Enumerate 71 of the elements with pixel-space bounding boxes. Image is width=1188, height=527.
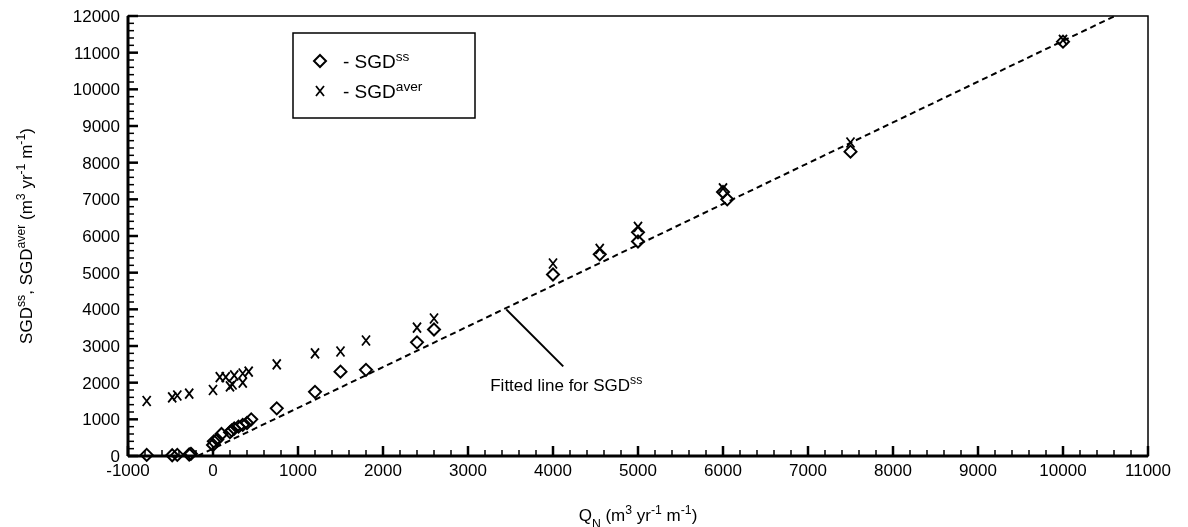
point [170, 447, 185, 462]
x-tick-label: 0 [208, 461, 218, 480]
y-tick-label: 11000 [73, 43, 120, 63]
point [429, 312, 439, 325]
point [208, 384, 218, 396]
y-tick-label: 10000 [72, 80, 120, 100]
point [335, 345, 346, 358]
point [845, 136, 856, 149]
annotation: Fitted line for SGD$^{ss}$ [490, 373, 643, 396]
point [716, 185, 730, 199]
point [310, 347, 320, 360]
point [167, 391, 178, 404]
x-tick-label: 10000 [1039, 461, 1087, 480]
point [718, 182, 728, 195]
point [592, 247, 607, 262]
point [843, 144, 858, 159]
x-tick-label: 1000 [279, 461, 317, 480]
legend-label: - SGD$^{aver}$ [343, 78, 423, 102]
point [244, 412, 259, 427]
point [206, 434, 221, 449]
point [165, 448, 180, 463]
x-tick-label: 2000 [364, 461, 402, 480]
x-tick-label: 5000 [619, 461, 657, 480]
point [240, 416, 254, 430]
y-tick-label: 2000 [82, 373, 120, 393]
x-tick-label: 7000 [789, 461, 827, 480]
x-tick-label: 6000 [704, 461, 742, 480]
point [214, 427, 229, 441]
point [720, 192, 735, 207]
point [184, 387, 195, 400]
point [308, 384, 322, 399]
point [235, 417, 250, 432]
point [361, 334, 371, 347]
x-tick-label: 8000 [874, 461, 912, 480]
point [210, 432, 225, 447]
point [359, 362, 373, 377]
x-tick-label: 4000 [534, 461, 572, 480]
point [546, 267, 560, 282]
y-tick-label: 3000 [82, 337, 120, 356]
y-tick-label: 6000 [82, 227, 120, 246]
x-tick-label: -1000 [106, 461, 150, 480]
point [412, 321, 422, 334]
x-tick-label: 9000 [959, 461, 997, 480]
point [172, 389, 183, 402]
point [139, 447, 154, 462]
point [214, 371, 225, 384]
point [269, 401, 284, 416]
point [633, 220, 643, 233]
y-tick-label: 1000 [82, 410, 120, 430]
point [427, 322, 441, 337]
point [220, 371, 231, 384]
y-tick-label: 12000 [72, 7, 120, 26]
x-tick-label: 3000 [449, 461, 487, 480]
point [231, 419, 246, 434]
x-tick-label: 11000 [1124, 461, 1172, 480]
legend-label: - SGD$^{ss}$ [343, 48, 410, 72]
point [631, 234, 645, 249]
point [548, 257, 558, 270]
point [141, 395, 152, 407]
y-tick-label: 8000 [82, 153, 120, 173]
point [594, 242, 605, 255]
point [631, 225, 645, 240]
y-tick-label: 4000 [82, 300, 120, 320]
point [333, 364, 348, 379]
point [410, 335, 424, 350]
y-tick-label: 7000 [82, 190, 120, 210]
y-tick-label: 5000 [82, 263, 120, 283]
point [206, 438, 220, 452]
point [271, 358, 282, 371]
y-tick-label: 9000 [82, 117, 120, 136]
point [243, 365, 254, 378]
